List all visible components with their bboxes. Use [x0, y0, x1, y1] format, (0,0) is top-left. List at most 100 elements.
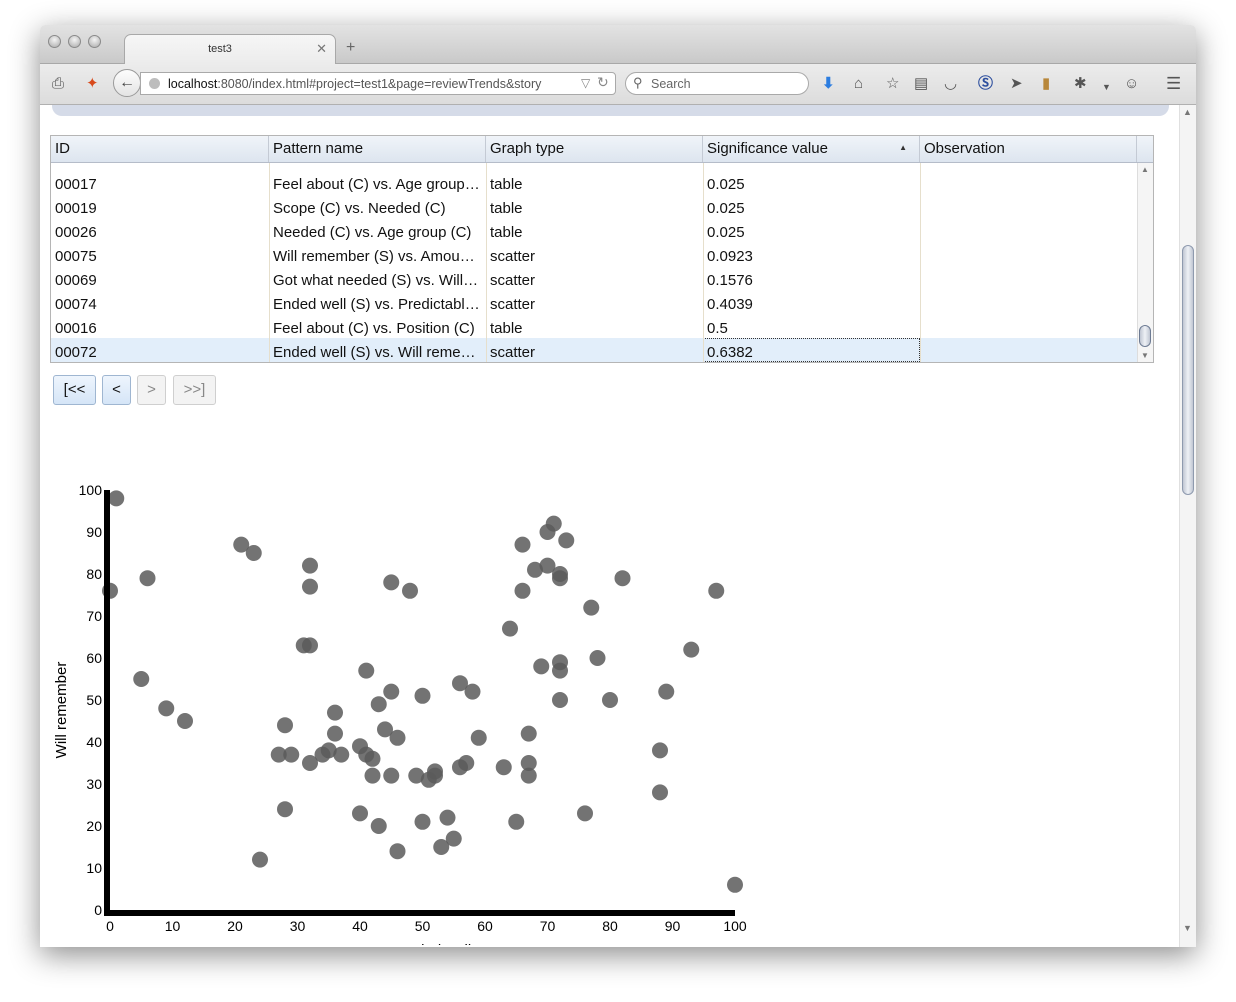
cell-graph-type: scatter	[490, 248, 536, 265]
first-page-button[interactable]: [<<	[53, 375, 96, 405]
scatter-point	[245, 545, 262, 561]
scatter-point	[458, 755, 475, 771]
y-tick-label: 50	[86, 692, 102, 708]
scatter-point	[377, 721, 393, 738]
scatter-point	[683, 641, 700, 658]
table-row[interactable]: 00016 Feel about (C) vs. Position (C) tabl…	[51, 314, 1137, 338]
send-icon[interactable]: ➤	[1010, 75, 1023, 92]
scroll-down-icon[interactable]: ▼	[1141, 351, 1149, 360]
globe-icon	[149, 78, 160, 89]
cell-significance: 0.4039	[707, 296, 753, 313]
scatter-point	[452, 675, 468, 692]
scatter-point	[270, 746, 287, 763]
extension-icon[interactable]: ✱	[1074, 75, 1087, 92]
sort-ascending-icon: ▲	[899, 143, 907, 152]
chat-icon[interactable]: ☺	[1124, 75, 1140, 92]
table-row[interactable]: 00019 Scope (C) vs. Needed (C) table 0.025	[51, 194, 1137, 218]
scatter-point	[520, 755, 537, 771]
scatter-point	[520, 725, 537, 742]
column-header-significance[interactable]: Significance value ▲	[703, 136, 920, 162]
cell-observation	[920, 170, 1131, 194]
table-row[interactable]: 00074 Ended well (S) vs. Predictable (S) s…	[51, 290, 1137, 314]
cell-pattern-name: Will remember (S) vs. Amount (S)	[273, 248, 480, 265]
scatter-point	[552, 662, 568, 679]
cell-observation	[920, 218, 1131, 242]
notebook-icon[interactable]: ▮	[1042, 75, 1051, 92]
next-page-button[interactable]: >	[137, 375, 166, 405]
download-icon[interactable]: ⬇	[822, 75, 835, 92]
search-box[interactable]: ⚲ Search	[625, 72, 809, 95]
column-divider	[269, 163, 270, 362]
scatter-point	[252, 851, 268, 868]
page-scroll-up-icon[interactable]: ▲	[1183, 107, 1192, 117]
close-window-button[interactable]	[48, 35, 61, 48]
minimize-window-button[interactable]	[68, 35, 81, 48]
cell-observation	[920, 266, 1131, 290]
table-row[interactable]: 00075 Will remember (S) vs. Amount (S) sca…	[51, 242, 1137, 266]
scatter-point	[583, 599, 600, 616]
url-dropdown-icon[interactable]: ▽	[581, 76, 591, 90]
menu-icon[interactable]: ☰	[1166, 74, 1182, 93]
extension-dropdown-icon[interactable]: ▼	[1102, 82, 1111, 92]
cell-graph-type: table	[490, 224, 523, 241]
table-row[interactable]: 00017 Feel about (C) vs. Age group (C) tab…	[51, 170, 1137, 194]
scatter-point	[333, 746, 350, 763]
reading-list-icon[interactable]: ▤	[914, 75, 929, 92]
scatter-point	[545, 515, 562, 532]
column-header-graph-type[interactable]: Graph type	[486, 136, 703, 162]
cell-significance: 0.0923	[707, 248, 753, 265]
print-icon[interactable]: ⎙	[52, 75, 65, 92]
cell-id: 00075	[55, 248, 97, 265]
grid-scrollbar[interactable]: ▲ ▼	[1137, 163, 1153, 362]
firebug-icon[interactable]: ✦	[86, 75, 99, 92]
scroll-up-icon[interactable]: ▲	[1141, 165, 1149, 174]
scatter-point	[464, 683, 481, 700]
s-extension-icon[interactable]: Ⓢ	[978, 75, 994, 92]
cell-pattern-name: Ended well (S) vs. Will remember (S)	[273, 344, 480, 361]
cell-id: 00069	[55, 272, 97, 289]
table-row[interactable]: 00069 Got what needed (S) vs. Will (S) sca…	[51, 266, 1137, 290]
page-scrollbar[interactable]: ▲ ▼	[1179, 105, 1196, 947]
scatter-point	[502, 620, 518, 637]
column-header-observation[interactable]: Observation	[920, 136, 1137, 162]
page-scroll-down-icon[interactable]: ▼	[1183, 923, 1192, 933]
table-row[interactable]: 00072 Ended well (S) vs. Will remember (S…	[51, 338, 1137, 362]
scatter-point	[589, 650, 606, 666]
tab-test3[interactable]: test3 ✕	[124, 34, 336, 64]
zoom-window-button[interactable]	[88, 35, 101, 48]
x-tick-label: 40	[352, 918, 368, 934]
y-axis-label: Will remember	[53, 662, 70, 759]
column-header-id[interactable]: ID	[51, 136, 269, 162]
browser-window: test3 ✕ + ⎙ ✦ ← localhost:8080/index.htm…	[40, 25, 1196, 947]
cell-pattern-name: Got what needed (S) vs. Will (S)	[273, 272, 480, 289]
scatter-point	[602, 692, 618, 708]
grid-scroll-thumb[interactable]	[1139, 325, 1151, 347]
scatter-point	[470, 729, 487, 746]
tab-title: test3	[208, 43, 232, 55]
table-row[interactable]: 00026 Needed (C) vs. Age group (C) table 0.…	[51, 218, 1137, 242]
x-tick-label: 30	[290, 918, 306, 934]
pocket-icon[interactable]: ◡	[944, 75, 958, 92]
column-divider	[486, 163, 487, 362]
previous-page-button[interactable]: <	[102, 375, 131, 405]
y-tick-label: 70	[86, 608, 102, 624]
back-button[interactable]: ←	[113, 69, 141, 97]
reload-icon[interactable]: ↻	[597, 74, 609, 90]
scatter-point	[383, 767, 400, 784]
column-header-significance-label: Significance value	[707, 140, 828, 157]
page-scroll-thumb[interactable]	[1182, 245, 1194, 495]
bookmark-star-icon[interactable]: ☆	[886, 75, 900, 92]
cell-pattern-name: Needed (C) vs. Age group (C)	[273, 224, 472, 241]
address-bar[interactable]: localhost:8080/index.html#project=test1&…	[140, 72, 616, 95]
nav-toolbar: ⎙ ✦ ← localhost:8080/index.html#project=…	[40, 64, 1196, 105]
column-divider	[920, 163, 921, 362]
cell-id: 00026	[55, 224, 97, 241]
last-page-button[interactable]: >>]	[173, 375, 216, 405]
new-tab-icon[interactable]: +	[346, 39, 356, 56]
grid-body: 00017 Feel about (C) vs. Age group (C) tab…	[51, 163, 1137, 362]
home-icon[interactable]: ⌂	[854, 75, 864, 92]
tab-close-icon[interactable]: ✕	[316, 41, 327, 56]
grid-row-partial	[51, 163, 1137, 166]
cell-significance: 0.025	[707, 200, 745, 217]
column-header-pattern-name[interactable]: Pattern name	[269, 136, 486, 162]
